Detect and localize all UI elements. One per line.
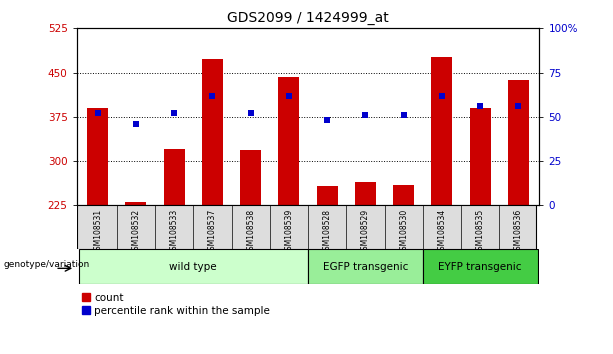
- Bar: [202, 59, 223, 205]
- Text: GSM108536: GSM108536: [514, 209, 523, 255]
- Text: GSM108532: GSM108532: [131, 209, 140, 255]
- FancyBboxPatch shape: [308, 249, 423, 284]
- Bar: [393, 185, 414, 205]
- Text: GSM108529: GSM108529: [361, 209, 370, 255]
- Bar: [87, 108, 108, 205]
- Text: genotype/variation: genotype/variation: [3, 260, 89, 269]
- Text: GSM108538: GSM108538: [246, 209, 255, 255]
- Bar: [470, 108, 490, 205]
- Text: wild type: wild type: [169, 262, 217, 272]
- Text: GSM108530: GSM108530: [399, 209, 408, 255]
- Text: EYFP transgenic: EYFP transgenic: [438, 262, 522, 272]
- Text: GSM108533: GSM108533: [170, 209, 178, 255]
- Text: EGFP transgenic: EGFP transgenic: [322, 262, 408, 272]
- Text: GSM108528: GSM108528: [322, 209, 332, 255]
- Bar: [355, 182, 376, 205]
- Legend: count, percentile rank within the sample: count, percentile rank within the sample: [82, 293, 270, 316]
- Bar: [508, 80, 529, 205]
- Bar: [164, 149, 185, 205]
- Bar: [432, 57, 452, 205]
- Text: GSM108535: GSM108535: [476, 209, 485, 255]
- Bar: [317, 186, 338, 205]
- Bar: [278, 77, 299, 205]
- Text: GSM108531: GSM108531: [93, 209, 102, 255]
- Bar: [126, 202, 147, 205]
- FancyBboxPatch shape: [78, 249, 308, 284]
- Bar: [240, 150, 261, 205]
- FancyBboxPatch shape: [423, 249, 538, 284]
- Text: GSM108539: GSM108539: [284, 209, 294, 255]
- Text: GSM108534: GSM108534: [438, 209, 446, 255]
- FancyBboxPatch shape: [77, 205, 536, 249]
- Text: GSM108537: GSM108537: [208, 209, 217, 255]
- Title: GDS2099 / 1424999_at: GDS2099 / 1424999_at: [227, 11, 389, 24]
